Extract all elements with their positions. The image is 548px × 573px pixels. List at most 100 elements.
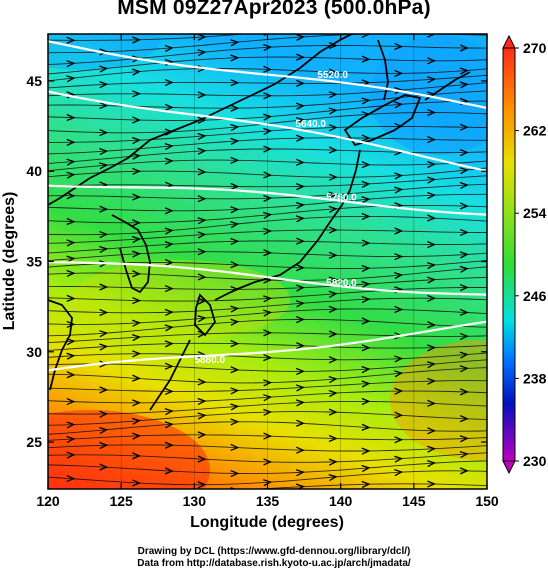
streamline-arrow — [230, 54, 240, 62]
streamline-arrow — [427, 321, 437, 329]
streamline-arrow — [493, 256, 501, 263]
streamline-arrow — [459, 265, 469, 273]
streamline-arrow — [99, 488, 109, 489]
streamline-arrow — [328, 41, 338, 50]
streamline-arrow — [197, 455, 207, 463]
streamline-arrow — [459, 415, 469, 423]
streamline-arrow — [197, 116, 207, 124]
streamline-arrow — [328, 107, 338, 115]
streamline-arrow — [164, 207, 174, 215]
streamline-arrow — [394, 387, 404, 395]
streamline-arrow — [99, 283, 109, 291]
streamline-arrow — [394, 227, 404, 235]
streamline-arrow — [295, 215, 305, 223]
streamline-arrow — [99, 65, 109, 73]
streamline-arrow — [295, 419, 305, 427]
streamline-arrow — [99, 308, 109, 317]
x-tick-label: 125 — [109, 493, 133, 509]
streamline-arrow — [361, 366, 371, 374]
streamline-arrow — [328, 356, 338, 364]
streamline-arrow — [99, 386, 109, 394]
streamline-arrow — [295, 34, 305, 41]
streamline-arrow — [394, 87, 404, 95]
streamline-arrow — [164, 241, 174, 249]
streamline-arrow — [164, 258, 174, 267]
streamline-arrow — [295, 284, 305, 292]
plot-title: MSM 09Z27Apr2023 (500.0hPa) — [117, 0, 431, 19]
coastline-sakhalin — [377, 39, 389, 101]
streamline-arrow — [493, 342, 500, 349]
streamline-arrow — [230, 123, 240, 132]
streamline-arrow — [66, 338, 76, 346]
streamline — [48, 215, 487, 236]
streamline-arrow — [295, 116, 305, 125]
contour-line — [48, 90, 487, 173]
streamline-arrow — [394, 42, 404, 51]
streamline-arrow — [66, 451, 76, 459]
streamline-arrow — [328, 458, 338, 466]
streamline-arrow — [263, 194, 273, 202]
streamline-arrow — [263, 479, 273, 487]
streamline-arrow — [164, 408, 174, 416]
streamline-arrow — [132, 452, 142, 460]
streamline-arrow — [394, 20, 401, 26]
streamline-arrow — [66, 294, 76, 302]
streamline-arrow — [394, 172, 404, 180]
streamline-arrow — [493, 32, 500, 38]
colorbar-tick-label: 270 — [523, 40, 547, 56]
streamline-arrow — [164, 340, 174, 348]
streamline-arrow — [493, 172, 500, 178]
streamline — [48, 352, 487, 361]
streamline-arrow — [459, 202, 469, 210]
streamline-arrow — [263, 354, 273, 362]
streamline-arrow — [99, 162, 109, 170]
streamline-arrow — [197, 34, 207, 41]
colorbar-bottom-arrow — [502, 460, 516, 475]
streamline-arrow — [459, 149, 469, 157]
x-tick-label: 145 — [402, 493, 426, 509]
streamline — [48, 421, 487, 435]
streamline-arrow — [197, 49, 207, 57]
streamline-arrow — [361, 55, 371, 63]
streamline-arrow — [230, 39, 240, 47]
streamline-arrow — [394, 101, 404, 109]
streamline-arrow — [131, 417, 142, 425]
streamline-arrow — [328, 226, 338, 234]
streamline-arrow — [66, 474, 76, 483]
contour-line — [48, 320, 487, 372]
streamline — [48, 266, 487, 281]
streamline-arrow — [394, 69, 404, 78]
streamline-arrow — [263, 127, 273, 135]
footer-credit-dcl: Drawing by DCL (https://www.gfd-dennou.o… — [137, 546, 411, 557]
streamline-arrow — [132, 219, 142, 227]
streamline-arrow — [99, 245, 109, 254]
streamline-arrow — [459, 44, 469, 52]
streamline — [48, 444, 487, 452]
streamline-arrow — [394, 355, 404, 363]
streamline-arrow — [197, 217, 207, 225]
streamline-arrow — [263, 43, 273, 52]
streamline-arrow — [164, 308, 174, 316]
streamline-arrow — [361, 317, 371, 325]
streamline-arrow — [132, 36, 142, 44]
coastline-korea — [111, 214, 151, 294]
streamline — [48, 470, 487, 486]
streamline-arrow — [493, 458, 500, 464]
streamline — [48, 74, 487, 89]
streamline-arrow — [230, 206, 240, 214]
streamline-arrow — [493, 324, 500, 330]
streamline-arrow — [230, 221, 240, 229]
streamline-arrow — [164, 421, 174, 429]
streamline-arrow — [295, 300, 305, 308]
streamline-arrow — [394, 469, 404, 477]
streamline-arrow — [164, 387, 174, 396]
streamline-arrow — [164, 103, 174, 111]
streamline-arrow — [66, 138, 76, 146]
streamline-arrow — [197, 147, 207, 155]
colorbar-tick-label: 254 — [523, 205, 547, 221]
streamline-arrow — [427, 399, 437, 407]
x-tick-label: 120 — [36, 493, 60, 509]
streamline-arrow — [493, 87, 500, 93]
streamline-arrow — [66, 60, 76, 68]
streamline-arrow — [459, 308, 469, 316]
